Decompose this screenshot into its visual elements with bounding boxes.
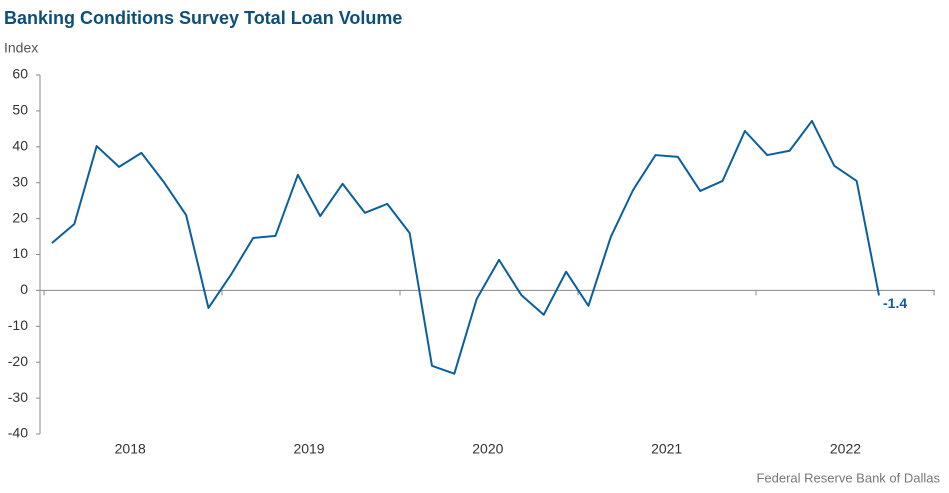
y-tick-label: 50	[12, 102, 28, 118]
y-tick-label: 20	[12, 209, 28, 225]
y-tick-label: 0	[20, 281, 28, 297]
data-label: -1.4	[883, 295, 907, 311]
source: Federal Reserve Bank of Dallas	[756, 470, 940, 485]
x-tick-label: 2018	[115, 441, 146, 457]
y-tick-label: -40	[8, 425, 28, 441]
y-tick-label: 40	[12, 138, 28, 154]
x-tick-label: 2019	[293, 441, 324, 457]
x-tick-label: 2022	[830, 441, 861, 457]
y-tick-label: -30	[8, 389, 28, 405]
y-tick-label: -20	[8, 353, 28, 369]
x-tick-label: 2020	[472, 441, 503, 457]
y-tick-label: 60	[12, 66, 28, 82]
y-tick-label: -10	[8, 317, 28, 333]
line	[51, 119, 880, 375]
y-tick-label: 30	[12, 173, 28, 189]
chart-title: Banking Conditions Survey Total Loan Vol…	[4, 8, 402, 28]
x-tick-label: 2021	[651, 441, 682, 457]
y-axis-label: Index	[4, 40, 38, 56]
y-tick-label: 10	[12, 245, 28, 261]
